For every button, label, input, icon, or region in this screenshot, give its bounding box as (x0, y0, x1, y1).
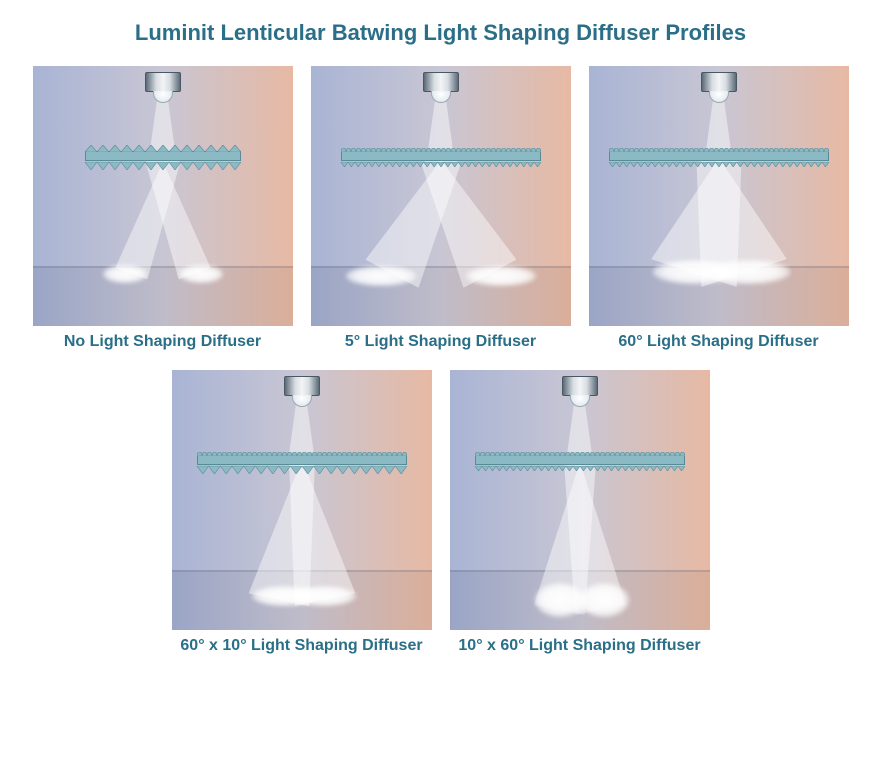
lamp-icon (423, 72, 459, 100)
panel-grid: No Light Shaping Diffuser 5° Light Shapi… (20, 66, 861, 656)
panel-canvas (311, 66, 571, 326)
panel-caption: 60° Light Shaping Diffuser (618, 332, 818, 352)
panel-10x60: 10° x 60° Light Shaping Diffuser (450, 370, 710, 656)
panel-caption: 10° x 60° Light Shaping Diffuser (458, 636, 700, 656)
lamp-icon (145, 72, 181, 100)
panel-canvas (33, 66, 293, 326)
row-1: No Light Shaping Diffuser 5° Light Shapi… (33, 66, 849, 352)
panel-5deg: 5° Light Shaping Diffuser (311, 66, 571, 352)
panel-canvas (589, 66, 849, 326)
panel-canvas (450, 370, 710, 630)
panel-caption: 60° x 10° Light Shaping Diffuser (180, 636, 422, 656)
panel-60deg: 60° Light Shaping Diffuser (589, 66, 849, 352)
lamp-icon (562, 376, 598, 404)
lamp-icon (284, 376, 320, 404)
lamp-icon (701, 72, 737, 100)
panel-canvas (172, 370, 432, 630)
panel-none: No Light Shaping Diffuser (33, 66, 293, 352)
panel-caption: 5° Light Shaping Diffuser (345, 332, 536, 352)
page-title: Luminit Lenticular Batwing Light Shaping… (20, 20, 861, 46)
row-2: 60° x 10° Light Shaping Diffuser 10° x 6… (172, 370, 710, 656)
panel-60x10: 60° x 10° Light Shaping Diffuser (172, 370, 432, 656)
panel-caption: No Light Shaping Diffuser (64, 332, 261, 352)
